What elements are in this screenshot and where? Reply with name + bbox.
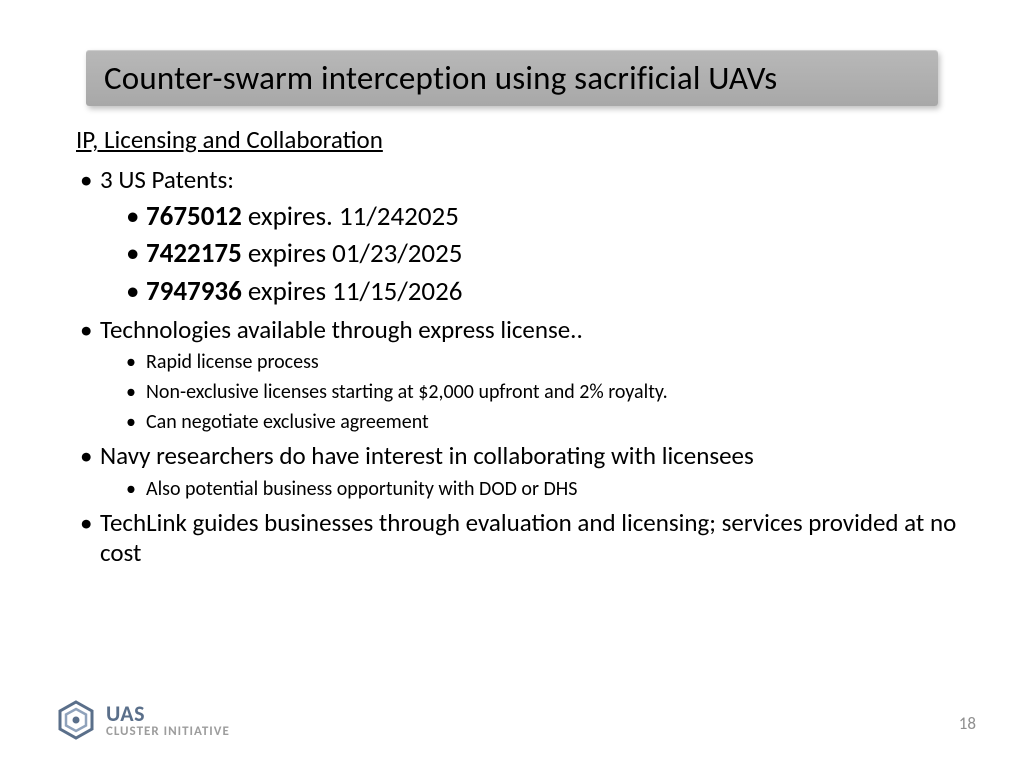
patent-expiry: expires 11/15/2026 [242,275,463,308]
patent-expiry: expires. 11/242025 [242,200,459,233]
patent-list: 7675012 expires. 11/242025 7422175 expir… [124,200,964,309]
slide-title-box: Counter-swarm interception using sacrifi… [86,50,938,106]
sub-item: Rapid license process [124,349,964,375]
patent-number: 7675012 [146,200,242,233]
patent-number: 7422175 [146,237,242,270]
sub-item: Non-exclusive licenses starting at $2,00… [124,379,964,405]
section-heading: IP, Licensing and Collaboration [76,124,964,155]
logo-line1: UAS [106,703,230,725]
patent-item: 7675012 expires. 11/242025 [124,200,964,234]
patent-item: 7422175 expires 01/23/2025 [124,237,964,271]
logo-text: UAS CLUSTER INITIATIVE [106,703,230,738]
bullet-text: TechLink guides businesses through evalu… [100,507,956,569]
slide: Counter-swarm interception using sacrifi… [0,0,1024,768]
sub-item: Also potential business opportunity with… [124,476,964,502]
bullet-text: Technologies available through express l… [100,314,583,345]
bullet-patents: 3 US Patents: 7675012 expires. 11/242025… [76,165,964,309]
logo-line2: CLUSTER INITIATIVE [106,725,230,738]
patent-item: 7947936 expires 11/15/2026 [124,275,964,309]
bullet-text: Navy researchers do have interest in col… [100,440,754,471]
bullet-list: 3 US Patents: 7675012 expires. 11/242025… [76,165,964,569]
page-number: 18 [959,713,976,734]
bullet-navy: Navy researchers do have interest in col… [76,441,964,502]
sub-item: Can negotiate exclusive agreement [124,409,964,435]
bullet-techlink: TechLink guides businesses through evalu… [76,508,964,569]
bullet-tech: Technologies available through express l… [76,315,964,436]
slide-title: Counter-swarm interception using sacrifi… [104,58,920,98]
bullet-text: 3 US Patents: [100,164,234,195]
tech-sublist: Rapid license process Non-exclusive lice… [124,349,964,435]
navy-sublist: Also potential business opportunity with… [124,476,964,502]
hexagon-icon [56,700,96,740]
patent-number: 7947936 [146,275,242,308]
patent-expiry: expires 01/23/2025 [242,237,463,270]
footer-logo: UAS CLUSTER INITIATIVE [56,700,230,740]
